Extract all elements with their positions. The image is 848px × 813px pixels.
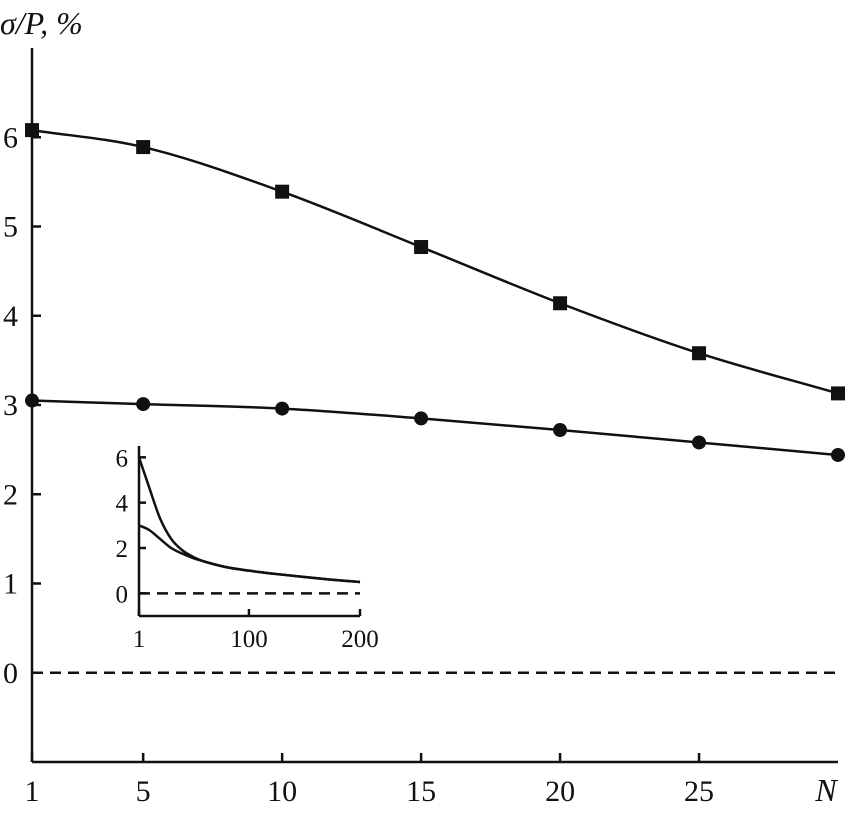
series-line-square — [31, 128, 839, 395]
y-axis-title: σ/P, % — [0, 5, 83, 41]
square-data-point — [414, 240, 429, 255]
x-tick-label: 1 — [25, 775, 40, 808]
x-axis-title: N — [814, 772, 838, 808]
square-data-point — [831, 386, 845, 401]
inset-ticks: 1 100 200 0 2 4 6 — [116, 445, 379, 653]
x-tick-label: 5 — [136, 775, 151, 808]
inset-x-tick-label: 100 — [230, 626, 268, 653]
circle-data-point — [275, 401, 290, 416]
inset-y-tick-label: 4 — [116, 491, 129, 518]
circle-data-point — [414, 411, 429, 426]
circle-data-point — [553, 422, 568, 437]
square-data-point — [692, 346, 707, 361]
y-tick-label: 2 — [3, 478, 18, 511]
x-tick-label: 20 — [545, 775, 575, 808]
inset-x-tick-label: 200 — [341, 626, 379, 653]
circle-data-point — [831, 447, 845, 462]
y-tick-label: 0 — [3, 657, 18, 690]
y-tick-label: 6 — [3, 121, 18, 154]
square-data-point — [275, 184, 290, 199]
series-line-circle — [31, 399, 839, 457]
inset-series-line-2 — [138, 524, 361, 584]
inset-y-tick-label: 6 — [116, 445, 129, 472]
main-series — [25, 123, 845, 462]
y-tick-label: 3 — [3, 389, 18, 422]
x-tick-label: 10 — [267, 775, 297, 808]
inset-x-tick-label: 1 — [133, 626, 146, 653]
square-data-point — [136, 140, 151, 155]
x-tick-label: 25 — [684, 775, 714, 808]
x-tick-label: 15 — [406, 775, 436, 808]
inset-chart: 1 100 200 0 2 4 6 — [116, 445, 379, 653]
circle-data-point — [25, 393, 39, 408]
circle-data-point — [692, 435, 707, 450]
y-tick-label: 1 — [3, 568, 18, 601]
circle-data-point — [136, 397, 151, 412]
y-tick-label: 5 — [3, 211, 18, 244]
inset-y-tick-label: 2 — [116, 536, 129, 563]
inset-y-tick-label: 0 — [116, 581, 129, 608]
square-data-point — [25, 123, 39, 138]
inset-series — [137, 456, 361, 584]
inset-series-line-1 — [137, 456, 361, 584]
y-tick-label: 4 — [3, 300, 18, 333]
square-data-point — [553, 296, 568, 311]
